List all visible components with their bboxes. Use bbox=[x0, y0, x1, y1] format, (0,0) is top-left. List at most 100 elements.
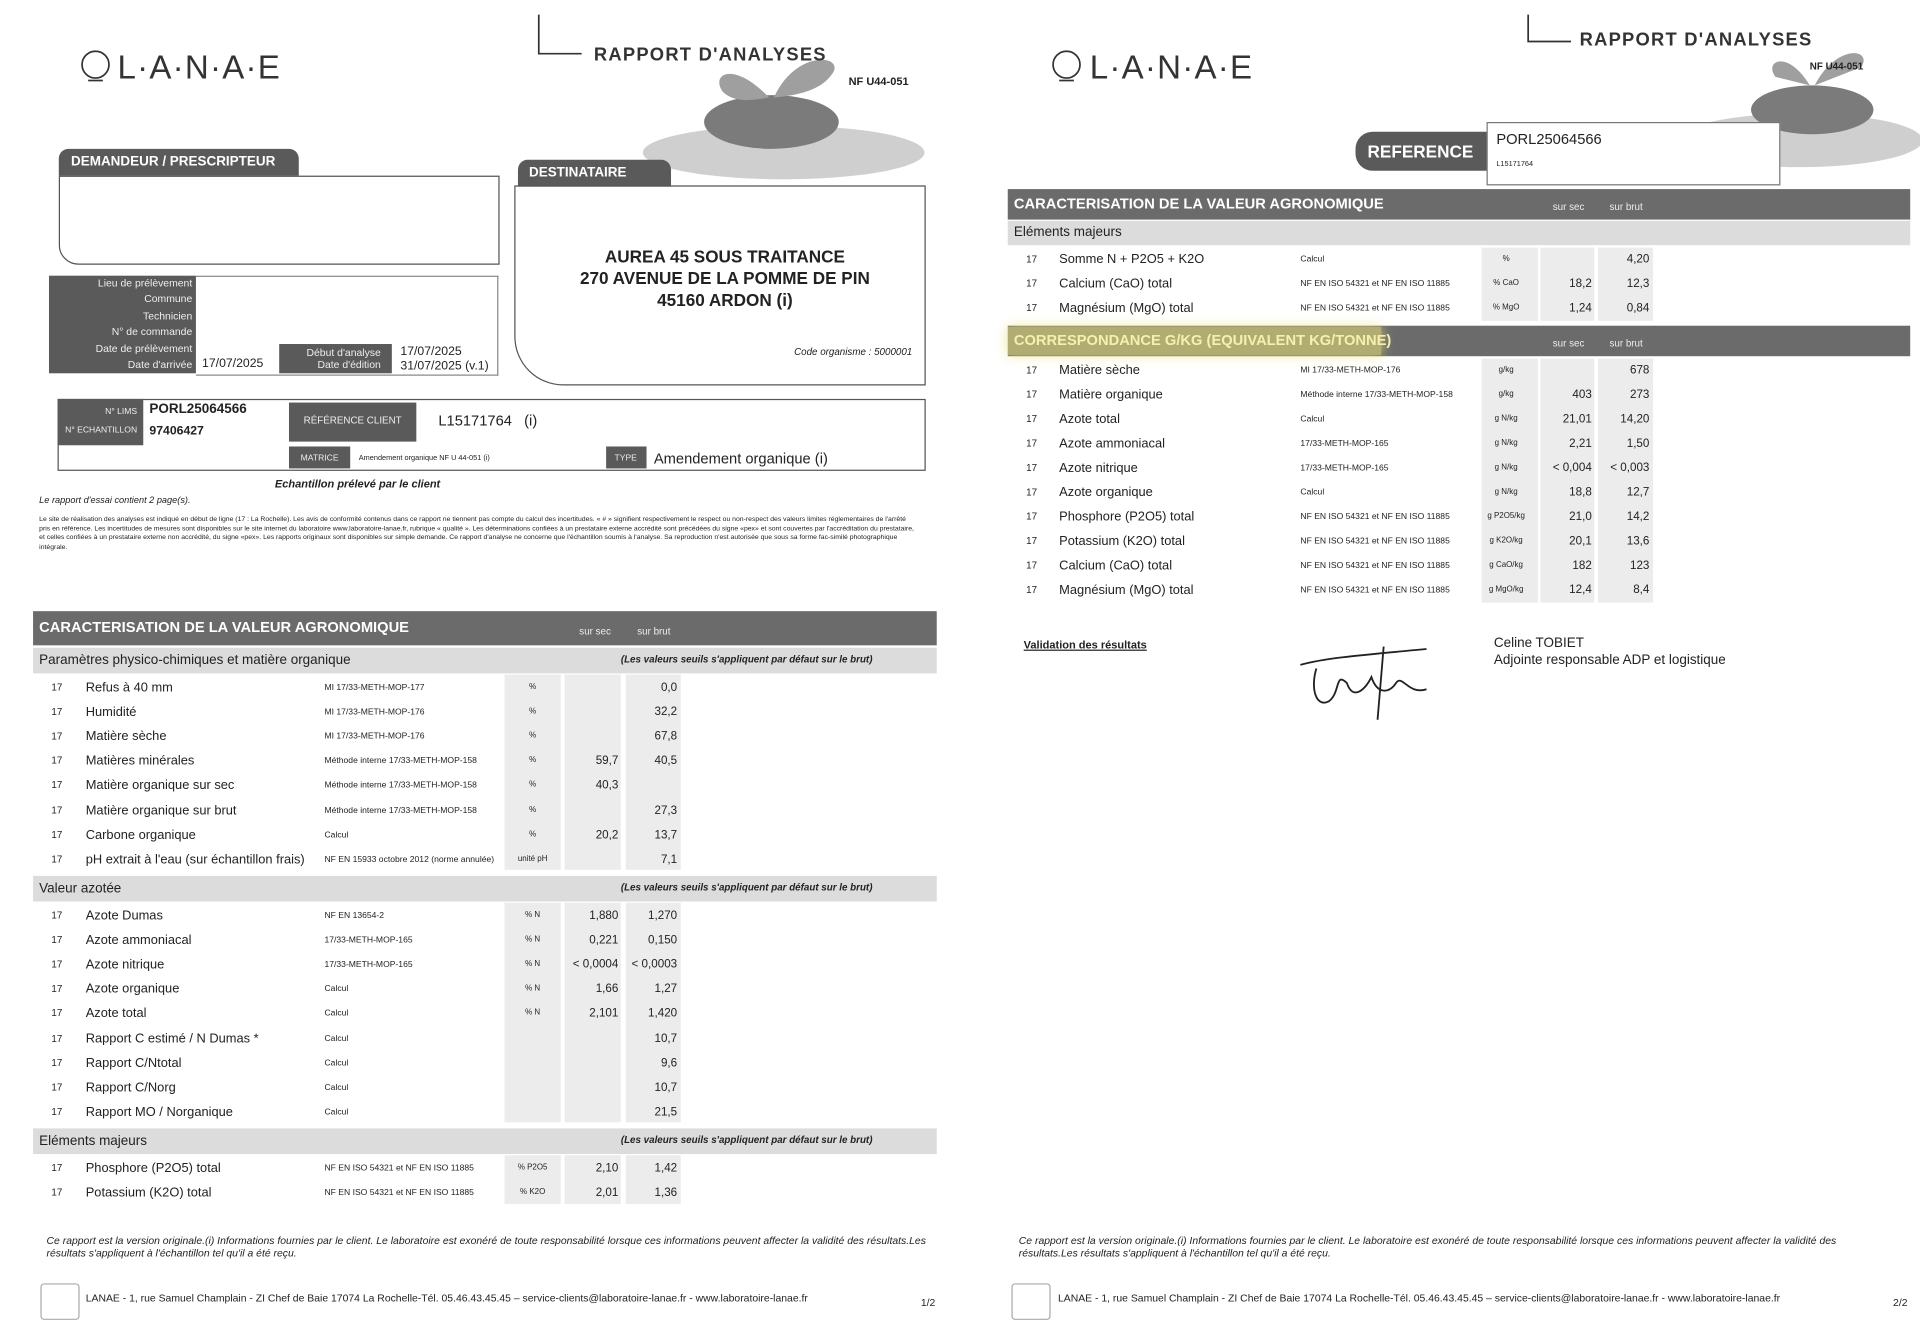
unit: % bbox=[529, 731, 537, 741]
value-dry: 21,0 bbox=[1569, 510, 1592, 525]
code: 17 bbox=[51, 706, 63, 718]
unit: g N/kg bbox=[1494, 487, 1518, 497]
unit-col bbox=[1481, 247, 1538, 321]
code: 17 bbox=[51, 910, 63, 922]
value-dry: 1,24 bbox=[1569, 301, 1592, 316]
value-raw: 21,5 bbox=[654, 1105, 678, 1119]
code: 17 bbox=[51, 1032, 63, 1044]
reference-label: REFERENCE bbox=[1367, 141, 1474, 162]
label-cell bbox=[606, 446, 647, 469]
arrival-date: 17/07/2025 bbox=[202, 357, 264, 371]
value-dry: 18,2 bbox=[1569, 277, 1592, 291]
value-dry: 18,8 bbox=[1569, 486, 1592, 500]
raw-col bbox=[625, 902, 681, 1123]
group-header bbox=[33, 875, 937, 902]
dry-col bbox=[564, 1155, 621, 1205]
code: 17 bbox=[51, 853, 63, 865]
parameter: Matière sèche bbox=[1059, 363, 1140, 378]
unit: g N/kg bbox=[1494, 439, 1518, 448]
group-note: (Les valeurs seuils s'appliquent par déf… bbox=[620, 653, 873, 665]
method: 17/33-METH-MOP-165 bbox=[1300, 439, 1389, 449]
parameter: Azote total bbox=[85, 1006, 147, 1022]
parameter: Potassium (K2O) total bbox=[85, 1185, 212, 1201]
parameter: Calcium (CaO) total bbox=[1059, 558, 1173, 574]
value-raw: 1,27 bbox=[654, 982, 678, 997]
sample-label: Date de prélèvement bbox=[95, 341, 193, 355]
method: MI 17/33-METH-MOP-176 bbox=[324, 708, 425, 717]
sample-label: Lieu de prélèvement bbox=[97, 276, 193, 289]
sample-no-label: N° ECHANTILLON bbox=[65, 426, 138, 435]
value-dry: 403 bbox=[1572, 388, 1592, 402]
value-dry: 182 bbox=[1572, 559, 1592, 573]
sample-label: N° de commande bbox=[111, 325, 193, 338]
dry-col bbox=[564, 902, 621, 1123]
method: MI 17/33-METH-MOP-176 bbox=[1300, 366, 1401, 376]
unit: % P2O5 bbox=[517, 1163, 548, 1173]
recipient-line: 45160 ARDON (i) bbox=[657, 290, 793, 310]
parameter: Magnésium (MgO) total bbox=[1059, 301, 1194, 316]
method: Calcul bbox=[324, 830, 349, 840]
value-dry: 0,221 bbox=[589, 933, 619, 948]
value-dry: < 0,004 bbox=[1552, 461, 1592, 476]
unit: % N bbox=[525, 910, 541, 920]
unit: % bbox=[529, 780, 537, 790]
sampled-by: Echantillon prélevé par le client bbox=[274, 477, 441, 490]
code: 17 bbox=[51, 779, 63, 791]
report-title: RAPPORT D'ANALYSES bbox=[1579, 29, 1813, 51]
value-dry: 20,2 bbox=[595, 828, 619, 842]
matrix: Amendement organique NF U 44-051 (i) bbox=[358, 455, 490, 463]
value-raw: 1,270 bbox=[648, 909, 678, 923]
col-raw: sur brut bbox=[1609, 337, 1643, 349]
code: 17 bbox=[1026, 584, 1038, 596]
type-label: TYPE bbox=[614, 454, 637, 463]
unit: % K2O bbox=[520, 1187, 546, 1197]
code: 17 bbox=[1026, 487, 1038, 499]
method: NF EN ISO 54321 et NF EN ISO 11885 bbox=[1300, 304, 1450, 314]
method: NF EN 15933 octobre 2012 (norme annulée) bbox=[324, 855, 495, 864]
footer-note: Ce rapport est la version originale.(i) … bbox=[1018, 1234, 1837, 1259]
value-raw: < 0,003 bbox=[1610, 461, 1650, 476]
value-raw: 0,150 bbox=[648, 933, 678, 948]
page-count: Le rapport d'essai contient 2 page(s). bbox=[39, 494, 191, 506]
parameter: Magnésium (MgO) total bbox=[1059, 583, 1194, 598]
unit: % bbox=[529, 707, 537, 716]
tab bbox=[58, 148, 299, 176]
logo: L·A·N·A·E bbox=[117, 49, 282, 87]
unit: g K2O/kg bbox=[1489, 536, 1523, 546]
unit: % CaO bbox=[1493, 279, 1519, 288]
lims: PORL25064566 bbox=[1496, 130, 1602, 148]
parameter: Azote nitrique bbox=[85, 957, 165, 973]
value-dry: 2,21 bbox=[1569, 437, 1592, 451]
parameter: Calcium (CaO) total bbox=[1059, 276, 1173, 292]
edition-date: 31/07/2025 (v.1) bbox=[400, 359, 489, 374]
parameter: Matières minérales bbox=[85, 753, 195, 769]
section-title: CORRESPONDANCE G/KG (EQUIVALENT KG/TONNE… bbox=[1013, 331, 1392, 349]
label-cell bbox=[288, 446, 351, 469]
value-raw: 12,7 bbox=[1626, 486, 1650, 500]
client-ref: L15171764 (i) bbox=[438, 412, 538, 430]
code: 17 bbox=[51, 681, 63, 693]
parameter: Carbone organique bbox=[85, 827, 196, 843]
method: NF EN ISO 54321 et NF EN ISO 11885 bbox=[1300, 280, 1450, 289]
requester-label: DEMANDEUR / PRESCRIPTEUR bbox=[71, 154, 276, 169]
highlight bbox=[1007, 326, 1382, 355]
unit: unité pH bbox=[517, 854, 548, 864]
value-dry: 12,4 bbox=[1569, 583, 1592, 598]
value-raw: 10,7 bbox=[654, 1080, 678, 1095]
recipient-label: DESTINATAIRE bbox=[528, 165, 627, 180]
section-header bbox=[33, 611, 937, 646]
unit-col bbox=[504, 674, 561, 870]
parameter: Azote organique bbox=[1059, 485, 1153, 501]
tab bbox=[517, 159, 672, 187]
dry-col bbox=[1540, 247, 1595, 321]
logo: L·A·N·A·E bbox=[1089, 49, 1254, 87]
section-title: CARACTERISATION DE LA VALEUR AGRONOMIQUE bbox=[1013, 195, 1384, 213]
value-dry: 20,1 bbox=[1569, 535, 1592, 549]
sample-no: 97406427 bbox=[149, 424, 204, 438]
code: 17 bbox=[1026, 364, 1038, 376]
code: 17 bbox=[51, 804, 63, 816]
parameter: Potassium (K2O) total bbox=[1059, 534, 1185, 550]
value-raw: 4,20 bbox=[1626, 252, 1650, 267]
unit-col bbox=[504, 902, 561, 1123]
disclaimer: Le site de réalisation des analyses est … bbox=[39, 515, 914, 551]
